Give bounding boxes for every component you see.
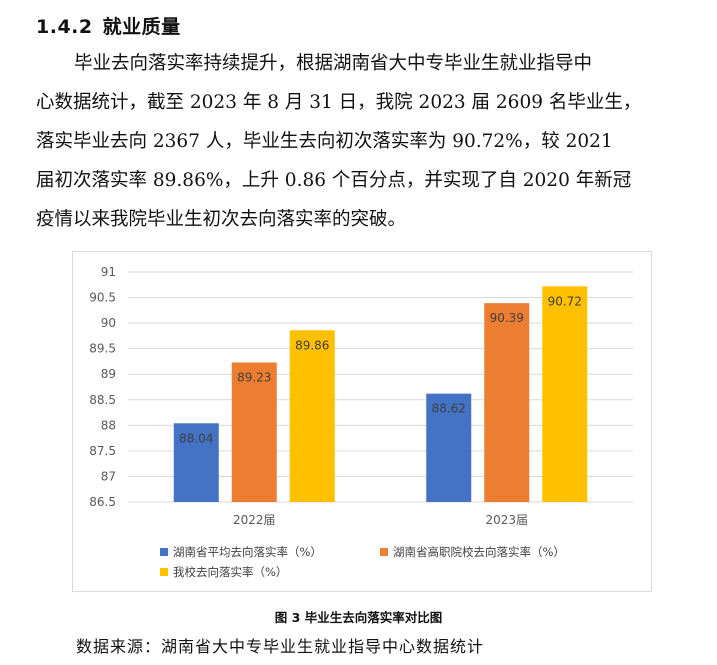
x-tick-label: 2022届 — [233, 513, 276, 527]
paragraph-line: 毕业去向落实率持续提升，根据湖南省大中专毕业生就业指导中 — [74, 53, 593, 74]
y-tick-label: 90.5 — [89, 291, 116, 305]
section-number: 1.4.2 — [36, 16, 93, 38]
legend-swatch — [160, 568, 168, 576]
data-source: 数据来源：湖南省大中专毕业生就业指导中心数据统计 — [76, 637, 485, 656]
data-label: 90.39 — [490, 311, 524, 325]
legend-swatch — [380, 548, 388, 556]
bar-chart: 86.5 87 87.5 88 88.5 89 89.5 90 90.5 91 88.04 89.23… — [72, 251, 652, 592]
data-label: 89.86 — [295, 338, 329, 352]
paragraph-line: 疫情以来我院毕业生初次去向落实率的突破。 — [36, 209, 407, 230]
y-tick-label: 88.5 — [89, 393, 116, 407]
chart-svg: 86.5 87 87.5 88 88.5 89 89.5 90 90.5 91 88.04 89.23… — [89, 265, 633, 527]
legend-swatch — [160, 548, 168, 556]
y-tick-label: 87 — [101, 469, 116, 483]
paragraph-line: 落实毕业去向 2367 人，毕业生去向初次落实率为 90.72%，较 2021 — [36, 131, 613, 152]
body-paragraph: 毕业去向落实率持续提升，根据湖南省大中专毕业生就业指导中 心数据统计，截至 20… — [36, 44, 676, 239]
bar — [289, 330, 335, 502]
legend-label: 湖南省平均去向落实率（%） — [173, 545, 322, 559]
y-tick-label: 91 — [101, 265, 116, 279]
y-tick-label: 87.5 — [89, 444, 116, 458]
bar — [426, 393, 472, 502]
bar — [231, 362, 277, 502]
legend-label: 湖南省高职院校去向落实率（%） — [393, 545, 565, 559]
legend-item-province-avg: 湖南省平均去向落实率（%） — [160, 544, 380, 560]
data-label: 88.04 — [179, 431, 213, 445]
y-tick-label: 89 — [101, 367, 116, 381]
legend-item-province-vocational: 湖南省高职院校去向落实率（%） — [380, 544, 600, 560]
bar — [542, 286, 588, 502]
figure-caption: 图 3 毕业生去向落实率对比图 — [274, 610, 443, 625]
y-tick-label: 86.5 — [89, 495, 116, 509]
paragraph-line: 心数据统计，截至 2023 年 8 月 31 日，我院 2023 届 2609 … — [36, 92, 642, 113]
section-heading: 1.4.2 就业质量 — [36, 12, 181, 39]
y-tick-label: 89.5 — [89, 342, 116, 356]
bar — [173, 423, 219, 502]
y-tick-label: 88 — [101, 418, 116, 432]
legend-label: 我校去向落实率（%） — [173, 565, 288, 579]
data-label: 89.23 — [237, 370, 271, 384]
chart-legend: 湖南省平均去向落实率（%） 湖南省高职院校去向落实率（%） 我校去向落实率（%） — [160, 542, 630, 582]
paragraph-line: 届初次落实率 89.86%，上升 0.86 个百分点，并实现了自 2020 年新… — [36, 170, 632, 191]
legend-item-our-school: 我校去向落实率（%） — [160, 564, 380, 580]
section-title: 就业质量 — [102, 16, 181, 38]
y-tick-label: 90 — [101, 316, 116, 330]
bar — [484, 303, 530, 502]
data-label: 88.62 — [432, 402, 466, 416]
x-tick-label: 2023届 — [485, 513, 528, 527]
data-label: 90.72 — [548, 294, 582, 308]
